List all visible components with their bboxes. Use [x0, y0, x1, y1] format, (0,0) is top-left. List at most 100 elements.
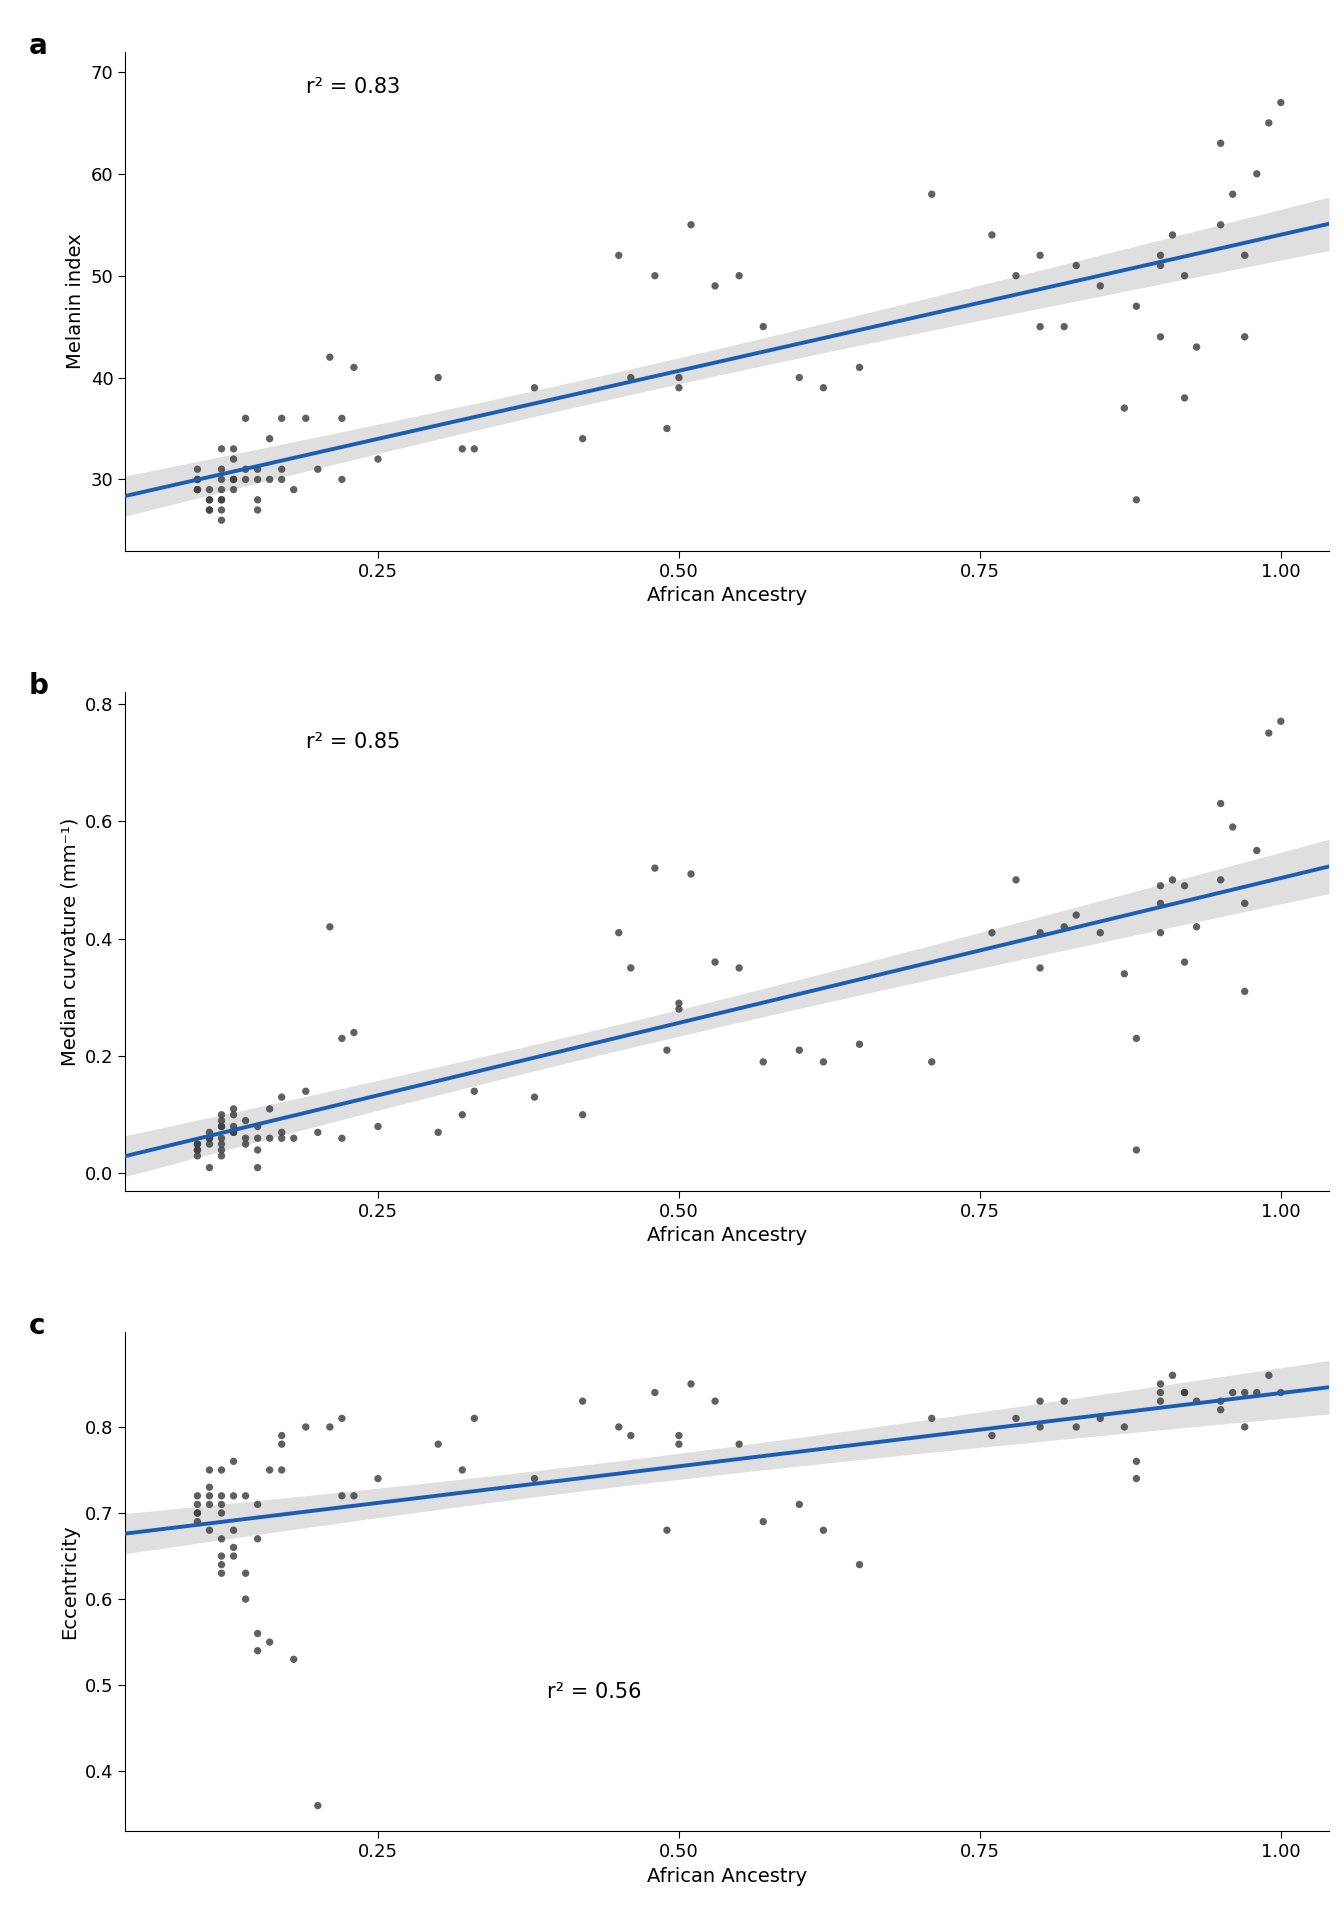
- Point: [247, 1112, 269, 1142]
- Point: [1114, 394, 1136, 424]
- Point: [211, 484, 233, 515]
- Point: [452, 1100, 473, 1131]
- Point: [271, 403, 293, 434]
- Point: [211, 484, 233, 515]
- Point: [728, 952, 750, 983]
- Point: [1149, 918, 1171, 948]
- Point: [1258, 718, 1279, 749]
- Point: [331, 1023, 352, 1054]
- Point: [187, 1135, 208, 1165]
- Point: [753, 311, 774, 342]
- Point: [1030, 311, 1051, 342]
- Point: [753, 1507, 774, 1538]
- Point: [247, 484, 269, 515]
- Point: [235, 453, 257, 484]
- Point: [789, 363, 810, 394]
- Point: [1173, 947, 1195, 977]
- Point: [1149, 1369, 1171, 1400]
- Point: [187, 453, 208, 484]
- Point: [259, 1094, 281, 1125]
- Point: [319, 912, 340, 943]
- Point: [849, 351, 871, 382]
- Point: [235, 1584, 257, 1615]
- Point: [235, 1106, 257, 1137]
- Point: [753, 1046, 774, 1077]
- Point: [1114, 958, 1136, 989]
- Point: [524, 1081, 546, 1112]
- Point: [211, 1129, 233, 1160]
- Point: [644, 261, 665, 292]
- Point: [1005, 1404, 1027, 1434]
- Point: [644, 852, 665, 883]
- Point: [1005, 261, 1027, 292]
- Point: [704, 947, 726, 977]
- Point: [343, 1018, 364, 1048]
- Point: [199, 1480, 220, 1511]
- Point: [367, 444, 388, 474]
- Point: [199, 1123, 220, 1154]
- Point: [211, 1549, 233, 1580]
- Point: [1126, 1446, 1148, 1476]
- Point: [247, 1523, 269, 1553]
- Point: [271, 1428, 293, 1459]
- Point: [211, 1480, 233, 1511]
- Point: [620, 363, 641, 394]
- Point: [1161, 864, 1183, 895]
- Point: [296, 1411, 317, 1442]
- Point: [452, 1455, 473, 1486]
- Point: [331, 1404, 352, 1434]
- Point: [1126, 292, 1148, 323]
- Point: [223, 1480, 245, 1511]
- Point: [199, 1152, 220, 1183]
- Point: [1173, 1377, 1195, 1407]
- Point: [728, 1428, 750, 1459]
- Point: [319, 1411, 340, 1442]
- Point: [343, 1480, 364, 1511]
- Point: [187, 1129, 208, 1160]
- Point: [1126, 1135, 1148, 1165]
- Point: [1066, 900, 1087, 931]
- Point: [1090, 918, 1111, 948]
- X-axis label: African Ancestry: African Ancestry: [646, 1866, 808, 1885]
- Point: [656, 413, 677, 444]
- Point: [1090, 1404, 1111, 1434]
- Point: [211, 1490, 233, 1521]
- Point: [211, 1455, 233, 1486]
- Point: [343, 351, 364, 382]
- Point: [199, 1515, 220, 1546]
- Point: [680, 209, 702, 240]
- Point: [223, 1515, 245, 1546]
- Point: [1149, 240, 1171, 271]
- Point: [680, 858, 702, 889]
- Point: [1185, 912, 1207, 943]
- Point: [1005, 864, 1027, 895]
- Point: [573, 422, 594, 453]
- Point: [464, 1404, 485, 1434]
- Point: [199, 1455, 220, 1486]
- Point: [211, 453, 233, 484]
- Point: [211, 495, 233, 526]
- Point: [427, 363, 449, 394]
- Point: [524, 372, 546, 403]
- Point: [427, 1428, 449, 1459]
- Point: [223, 1117, 245, 1148]
- Point: [187, 1498, 208, 1528]
- Point: [1030, 918, 1051, 948]
- Point: [187, 1498, 208, 1528]
- Point: [259, 1626, 281, 1657]
- Point: [1030, 1411, 1051, 1442]
- Point: [331, 465, 352, 495]
- Point: [1149, 887, 1171, 918]
- Point: [271, 465, 293, 495]
- Point: [1270, 86, 1292, 117]
- Point: [1114, 1411, 1136, 1442]
- Point: [199, 495, 220, 526]
- Point: [668, 1421, 689, 1452]
- Point: [223, 465, 245, 495]
- Point: [1030, 1386, 1051, 1417]
- X-axis label: African Ancestry: African Ancestry: [646, 586, 808, 605]
- Point: [199, 1473, 220, 1503]
- Point: [789, 1490, 810, 1521]
- Text: r² = 0.83: r² = 0.83: [306, 77, 401, 96]
- Y-axis label: Melanin index: Melanin index: [66, 234, 85, 369]
